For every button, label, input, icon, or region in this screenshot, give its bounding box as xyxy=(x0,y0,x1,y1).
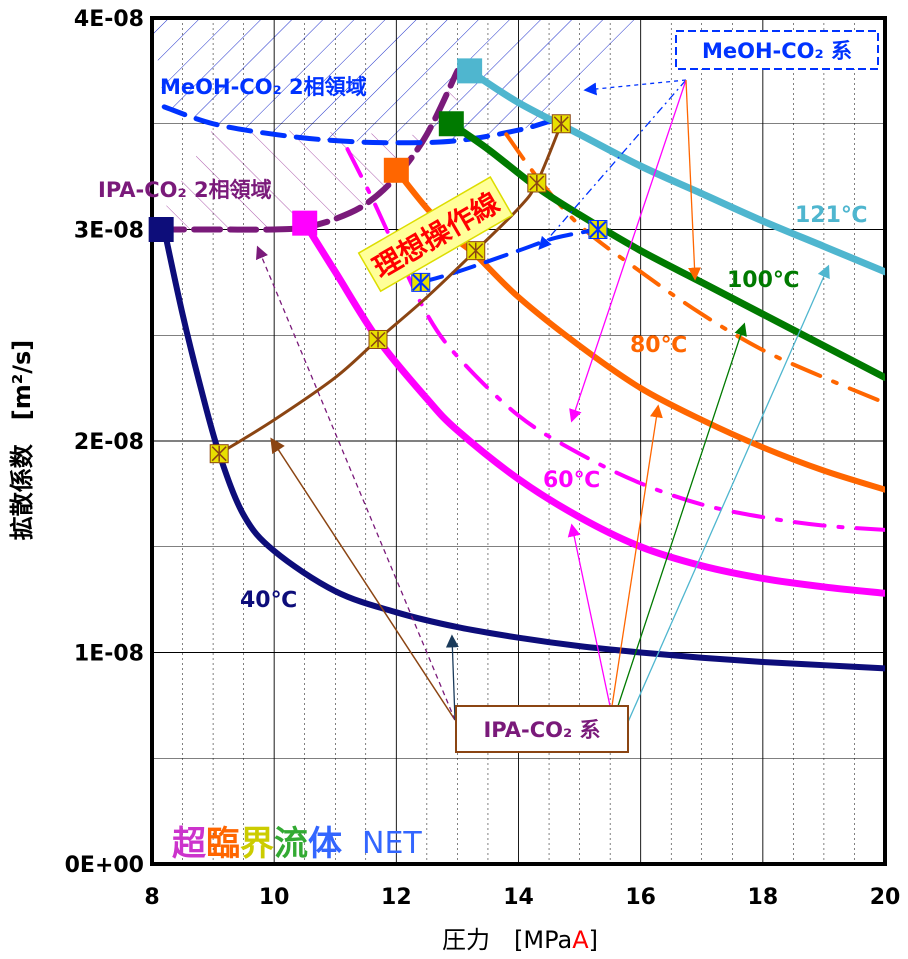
x-tick-label: 10 xyxy=(259,885,290,910)
label-ipa-two-phase: IPA-CO₂ 2相領域 xyxy=(98,178,272,202)
arrow-ipa-to-60 xyxy=(567,523,611,707)
x-axis-title-main: 圧力 [MPa xyxy=(442,926,572,954)
temperature-start-square xyxy=(292,210,318,236)
meoh-point-cross xyxy=(412,273,430,292)
marker-layer xyxy=(148,58,608,464)
y-tick-label: 2E-08 xyxy=(74,430,144,455)
label-121c: 121℃ xyxy=(795,203,868,228)
x-tick-label: 20 xyxy=(870,885,901,910)
y-tick-label: 4E-08 xyxy=(74,7,144,32)
watermark-char-4: 流 xyxy=(274,824,308,864)
temperature-start-square xyxy=(148,217,174,242)
meoh-point-cross xyxy=(589,220,607,239)
series-meoh-co2-60-line xyxy=(345,147,885,532)
y-tick-label: 3E-08 xyxy=(74,219,144,244)
label-80c: 80℃ xyxy=(630,333,687,358)
series-40-line xyxy=(161,226,885,672)
arrow-ipa-to-ideal xyxy=(270,437,456,721)
watermark-char-2: 臨 xyxy=(206,824,240,864)
ideal-point-cross xyxy=(468,242,484,259)
label-ipa-system: IPA-CO₂ 系 xyxy=(483,718,600,742)
x-axis-ticks: 8 10 12 14 16 18 20 xyxy=(144,885,900,910)
label-meoh-system: MeOH-CO₂ 系 xyxy=(702,39,852,63)
x-tick-label: 16 xyxy=(625,885,656,910)
y-tick-label: 1E-08 xyxy=(74,642,144,667)
label-meoh-two-phase: MeOH-CO₂ 2相領域 xyxy=(160,75,367,99)
x-axis-title: 圧力 [MPaA] xyxy=(442,926,598,954)
arrow-meoh-to-80 xyxy=(685,79,702,281)
label-60c: 60℃ xyxy=(543,468,600,493)
series-121-line xyxy=(466,67,885,276)
x-tick-label: 18 xyxy=(748,885,779,910)
temperature-start-square xyxy=(457,58,483,84)
arrow-ipa-to-100 xyxy=(617,322,747,707)
arrow-meoh-to-region xyxy=(583,79,687,96)
x-axis-title-unit-a: A xyxy=(572,926,589,954)
x-axis-title-close: ] xyxy=(589,926,598,954)
arrow-meoh-to-ideal xyxy=(538,79,687,250)
ideal-point-cross xyxy=(529,174,545,191)
x-tick-label: 12 xyxy=(381,885,412,910)
watermark-net: NET xyxy=(362,826,422,861)
watermark-char-1: 超 xyxy=(172,824,207,864)
ipa-system-box: IPA-CO₂ 系 xyxy=(455,705,629,753)
watermark-char-5: 体 xyxy=(308,824,342,864)
annotation-arrows xyxy=(256,79,830,723)
plot-frame xyxy=(150,16,887,866)
arrow-ipa-to-40 xyxy=(445,634,459,721)
y-axis-ticks: 0E+00 1E-08 2E-08 3E-08 4E-08 xyxy=(65,7,144,878)
label-100c: 100℃ xyxy=(727,268,800,293)
ideal-point-cross xyxy=(211,445,227,462)
series-100-line xyxy=(447,120,885,382)
temperature-start-square xyxy=(383,157,409,183)
series-meoh-co2-ideal-line xyxy=(418,227,600,285)
temperature-start-square xyxy=(438,111,464,137)
y-axis-title: 拡散係数 [m²/s] xyxy=(8,340,36,541)
x-tick-label: 8 xyxy=(144,885,159,910)
ideal-point-cross xyxy=(370,331,386,348)
arrow-meoh-to-60 xyxy=(569,79,687,423)
series-meoh-co2-2-line xyxy=(161,104,558,146)
meoh-system-box: MeOH-CO₂ 系 xyxy=(675,30,879,70)
arrow-ipa-to-region xyxy=(256,245,456,721)
arrow-ipa-to-80 xyxy=(611,404,663,707)
x-tick-label: 14 xyxy=(503,885,534,910)
ideal-point-cross xyxy=(553,115,569,132)
arrow-ipa-to-121 xyxy=(627,264,830,723)
watermark-char-3: 界 xyxy=(240,824,274,864)
y-tick-label: 0E+00 xyxy=(65,853,144,878)
watermark: 超 臨 界 流 体 NET xyxy=(172,824,422,864)
label-40c: 40℃ xyxy=(240,588,297,613)
